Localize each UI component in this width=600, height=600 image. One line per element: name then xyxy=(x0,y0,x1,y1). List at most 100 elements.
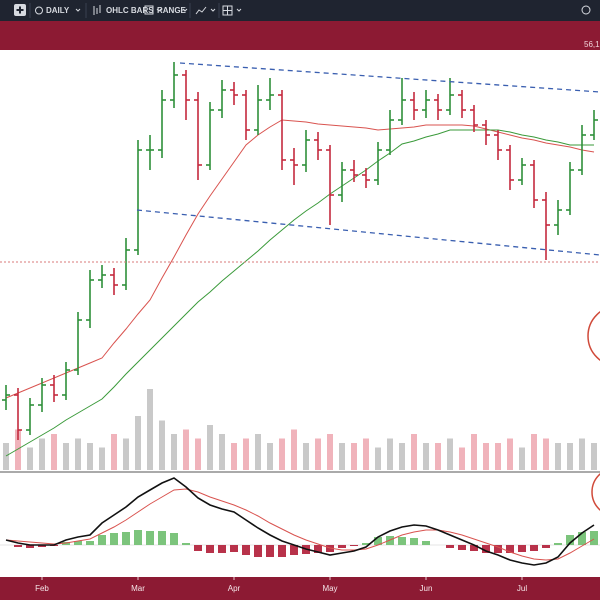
volume-bar xyxy=(135,416,141,470)
interval-button[interactable]: DAILY xyxy=(46,6,70,15)
range-button[interactable]: RANGE xyxy=(157,6,187,15)
volume-bar xyxy=(471,434,477,470)
clock-icon xyxy=(35,6,43,15)
macd-histogram-bar xyxy=(494,545,502,553)
volume-bar xyxy=(63,443,69,470)
macd-histogram-bar xyxy=(122,532,130,545)
header-band xyxy=(0,21,600,50)
macd-histogram-bar xyxy=(14,545,22,547)
chevron xyxy=(75,8,81,12)
x-tick-label: Mar xyxy=(131,584,145,593)
volume-bar xyxy=(579,438,585,470)
volume-bar xyxy=(231,443,237,470)
macd-histogram-bar xyxy=(362,543,370,545)
volume-bar xyxy=(291,429,297,470)
macd-histogram-bar xyxy=(74,541,82,545)
macd-histogram-bar xyxy=(470,545,478,551)
volume-bar xyxy=(279,438,285,470)
volume-bar xyxy=(351,443,357,470)
macd-histogram-bar xyxy=(218,545,226,553)
macd-histogram-bar xyxy=(374,537,382,545)
x-tick-label: Jul xyxy=(517,584,527,593)
signal-line xyxy=(5,488,595,561)
macd-histogram-bar xyxy=(566,535,574,545)
settings-icon[interactable] xyxy=(581,5,591,15)
volume-bar xyxy=(483,443,489,470)
toolbar xyxy=(0,0,600,21)
add-icon xyxy=(16,6,24,14)
macd-line xyxy=(5,477,595,566)
volume-bar xyxy=(591,443,597,470)
macd-histogram-bar xyxy=(578,532,586,545)
plot xyxy=(0,62,600,566)
volume-bar xyxy=(531,434,537,470)
time-axis-band xyxy=(0,577,600,600)
macd-histogram-bar xyxy=(146,531,154,545)
x-tick-label: May xyxy=(322,584,337,593)
macd-histogram-bar xyxy=(554,543,562,545)
macd-histogram-bar xyxy=(170,533,178,545)
price-label: 56,167 xyxy=(584,40,600,49)
moving-average xyxy=(5,119,595,399)
volume-bar xyxy=(447,438,453,470)
volume-bar xyxy=(51,434,57,470)
volume-bar xyxy=(171,434,177,470)
macd-histogram-bar xyxy=(254,545,262,557)
volume-bar xyxy=(147,389,153,470)
macd-histogram-bar xyxy=(278,545,286,557)
volume-bar xyxy=(567,443,573,470)
highlight-circle xyxy=(587,311,600,361)
volume-bar xyxy=(495,443,501,470)
volume-bar xyxy=(159,420,165,470)
volume-bar xyxy=(267,443,273,470)
macd-histogram-bar xyxy=(158,531,166,545)
macd-histogram-bar xyxy=(134,530,142,545)
macd-histogram-bar xyxy=(506,545,514,553)
volume-bar xyxy=(543,438,549,470)
layout-icon[interactable] xyxy=(222,5,233,16)
chart-style-button[interactable]: OHLC BARS xyxy=(106,6,154,15)
highlight-circle xyxy=(591,473,600,511)
chevron xyxy=(156,8,162,12)
macd-histogram-bar xyxy=(590,531,598,545)
volume-bar xyxy=(27,447,33,470)
macd-histogram-bar xyxy=(542,545,550,548)
macd-histogram-bar xyxy=(350,545,358,546)
volume-bar xyxy=(363,438,369,470)
macd-histogram-bar xyxy=(458,545,466,550)
macd-histogram-bar xyxy=(230,545,238,552)
volume-bar xyxy=(99,447,105,470)
indicator-icon[interactable] xyxy=(195,6,207,15)
macd-histogram-bar xyxy=(26,545,34,548)
volume-bar xyxy=(315,438,321,470)
macd-histogram-bar xyxy=(410,538,418,545)
macd-histogram-bar xyxy=(314,545,322,553)
volume-bar xyxy=(375,447,381,470)
macd-histogram-bar xyxy=(110,533,118,545)
macd-histogram-bar xyxy=(422,541,430,545)
volume-bar xyxy=(87,443,93,470)
chevron xyxy=(182,8,188,12)
chevron xyxy=(210,8,216,12)
bars-icon xyxy=(93,5,101,15)
volume-bar xyxy=(423,443,429,470)
macd-histogram-bar xyxy=(98,535,106,545)
volume-bar xyxy=(435,443,441,470)
volume-bar xyxy=(255,434,261,470)
macd-histogram-bar xyxy=(86,541,94,545)
volume-bar xyxy=(387,438,393,470)
volume-bar xyxy=(3,443,9,470)
trend-line xyxy=(179,62,600,93)
macd-histogram-bar xyxy=(338,545,346,548)
volume-bar xyxy=(243,438,249,470)
volume-bar xyxy=(399,443,405,470)
volume-bar xyxy=(15,429,21,470)
chevron xyxy=(236,8,242,12)
volume-bar xyxy=(327,434,333,470)
volume-bar xyxy=(207,425,213,470)
volume-bar xyxy=(411,434,417,470)
macd-histogram-bar xyxy=(518,545,526,552)
macd-histogram-bar xyxy=(530,545,538,551)
